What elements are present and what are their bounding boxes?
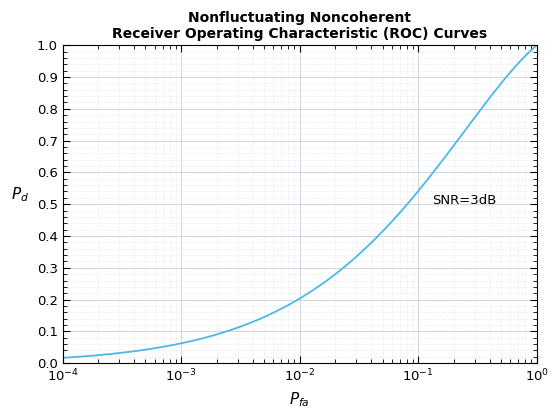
X-axis label: $P_{fa}$: $P_{fa}$ (290, 390, 310, 409)
Text: SNR=3dB: SNR=3dB (432, 194, 496, 207)
Title: Nonfluctuating Noncoherent
Receiver Operating Characteristic (ROC) Curves: Nonfluctuating Noncoherent Receiver Oper… (112, 11, 487, 41)
Y-axis label: $P_d$: $P_d$ (11, 186, 29, 204)
